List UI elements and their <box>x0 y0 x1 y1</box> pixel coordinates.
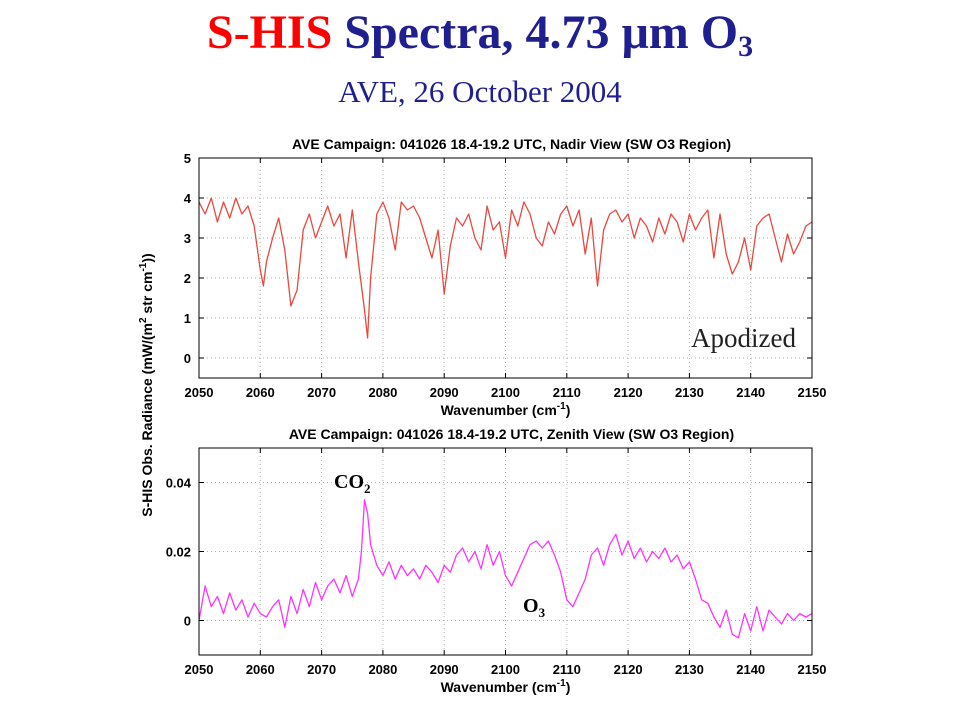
title-mu: μ <box>621 6 649 59</box>
y-axis-label-sup: -1 <box>138 262 149 271</box>
y-tick-label: 0.02 <box>166 545 191 560</box>
co2-annotation-sub: 2 <box>364 481 371 496</box>
x-tick-label: 2130 <box>675 385 704 400</box>
y-tick-label: 3 <box>184 231 191 246</box>
x-axis-label-close: ) <box>566 679 571 695</box>
x-axis-label: Wavenumber (cm-1) <box>441 401 571 418</box>
x-tick-label: 2060 <box>246 662 275 677</box>
x-axis-label: Wavenumber (cm-1) <box>441 678 571 695</box>
title-subscript: 3 <box>738 30 754 63</box>
y-axis-label-close: )) <box>139 253 155 262</box>
plot-zenith: 2050 2060 2070 2080 2090 2100 2110 2120 2130 2140… <box>166 426 827 695</box>
x-tick-label: 2090 <box>430 662 459 677</box>
x-axis-label-sup: -1 <box>557 401 566 412</box>
y-tick-label: 0 <box>184 614 191 629</box>
y-tick-label: 0.04 <box>166 476 192 491</box>
x-tick-label: 2100 <box>491 385 520 400</box>
chart-layer: 2050 2060 2070 2080 2090 2100 2110 2120 2130 2140… <box>138 136 826 695</box>
x-tick-label: 2120 <box>614 662 643 677</box>
x-tick-label: 2050 <box>185 662 214 677</box>
o3-annotation-text: O <box>523 595 539 617</box>
plot-background <box>199 448 812 655</box>
x-tick-label: 2140 <box>736 662 765 677</box>
series-line <box>198 499 813 639</box>
y-tick-label: 2 <box>184 271 191 286</box>
x-axis-label-sup: -1 <box>557 678 566 689</box>
x-axis-label-text: Wavenumber (cm <box>441 402 557 418</box>
x-tick-label: 2110 <box>553 662 581 677</box>
title-text-a: Spectra, 4.73 <box>344 6 622 59</box>
title-red-part: S-HIS <box>206 6 333 59</box>
slide-subtitle: AVE, 26 October 2004 <box>338 74 622 109</box>
y-tick-label: 1 <box>184 311 191 326</box>
y-axis-label-mid: str cm <box>139 272 155 318</box>
y-axis-label-text: S-HIS Obs. Radiance (mW/(m <box>139 323 155 517</box>
x-tick-label: 2080 <box>368 662 397 677</box>
co2-annotation-text: CO <box>334 471 364 493</box>
y-axis-label-sup: 2 <box>138 317 149 323</box>
o3-annotation: O3 <box>523 595 546 620</box>
y-tick-label: 5 <box>184 151 191 166</box>
x-tick-label: 2050 <box>185 385 214 400</box>
x-tick-label: 2100 <box>491 662 520 677</box>
title-text-b: m O <box>648 6 739 59</box>
x-tick-label: 2130 <box>675 662 704 677</box>
x-tick-label: 2070 <box>307 385 336 400</box>
title-blue-part: Spectra, 4.73 μm O3 <box>344 6 753 63</box>
x-tick-label: 2110 <box>553 385 581 400</box>
co2-annotation: CO2 <box>334 471 371 496</box>
chart-title: AVE Campaign: 041026 18.4-19.2 UTC, Nadi… <box>292 136 731 152</box>
y-tick-label: 4 <box>184 191 192 206</box>
plot-frame <box>198 157 813 379</box>
x-tick-label: 2150 <box>798 385 827 400</box>
plot-nadir: 2050 2060 2070 2080 2090 2100 2110 2120 2130 2140… <box>184 136 827 418</box>
y-axis-label: S-HIS Obs. Radiance (mW/(m2 str cm-1)) <box>138 253 155 516</box>
chart-title: AVE Campaign: 041026 18.4-19.2 UTC, Zeni… <box>289 426 734 442</box>
x-tick-label: 2070 <box>307 662 336 677</box>
slide-title: S-HIS Spectra, 4.73 μm O3 <box>0 6 960 74</box>
x-tick-label: 2060 <box>246 385 275 400</box>
series-line <box>198 197 813 339</box>
x-axis-label-text: Wavenumber (cm <box>441 679 557 695</box>
y-tick-label: 0 <box>184 351 191 366</box>
x-tick-label: 2120 <box>614 385 643 400</box>
x-tick-label: 2090 <box>430 385 459 400</box>
o3-annotation-sub: 3 <box>539 605 546 620</box>
x-tick-label: 2150 <box>798 662 827 677</box>
plot-frame <box>198 447 813 656</box>
x-tick-label: 2140 <box>736 385 765 400</box>
apodized-annotation: Apodized <box>691 323 796 353</box>
x-tick-label: 2080 <box>368 385 397 400</box>
x-axis-label-close: ) <box>566 402 571 418</box>
